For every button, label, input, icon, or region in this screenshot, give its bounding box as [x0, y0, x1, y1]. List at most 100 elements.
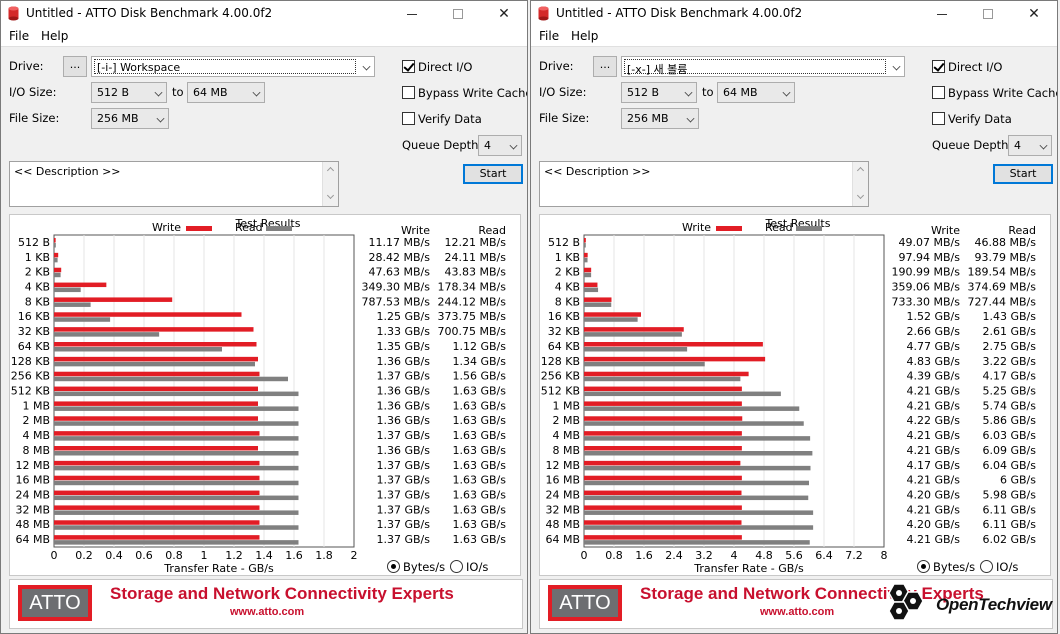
menu-help[interactable]: Help — [571, 29, 599, 43]
write-bar — [54, 386, 258, 392]
category-label: 48 MB — [545, 518, 580, 531]
write-bar — [584, 505, 742, 510]
category-label: 2 KB — [25, 266, 50, 279]
io-size-from-select[interactable]: 512 B — [91, 82, 167, 103]
read-value-label: 2.61 GB/s — [983, 325, 1037, 338]
close-button[interactable]: ✕ — [1011, 1, 1057, 27]
file-size-value: 256 MB — [97, 112, 139, 125]
maximize-button[interactable] — [435, 1, 481, 27]
start-button[interactable]: Start — [463, 164, 523, 184]
read-bar — [54, 317, 111, 322]
direct-io-checkbox[interactable] — [402, 60, 415, 73]
bypass-write-cache-checkbox[interactable] — [932, 86, 945, 99]
menu-help[interactable]: Help — [41, 29, 69, 43]
minimize-button[interactable] — [919, 1, 965, 27]
category-label: 2 MB — [552, 414, 580, 427]
write-bar — [54, 490, 260, 496]
read-value-label: 3.22 GB/s — [983, 355, 1037, 368]
x-tick-label: 1.2 — [225, 549, 243, 562]
atto-url[interactable]: www.atto.com — [230, 606, 305, 618]
write-value-label: 1.36 GB/s — [377, 399, 431, 412]
category-label: 16 KB — [18, 310, 50, 323]
write-bar — [584, 342, 763, 347]
description-scrollbar[interactable] — [322, 162, 338, 206]
verify-data-checkbox[interactable] — [932, 112, 945, 125]
menu-file[interactable]: File — [9, 29, 30, 43]
maximize-button[interactable] — [965, 1, 1011, 27]
read-value-label: 189.54 MB/s — [968, 266, 1037, 279]
verify-data-checkbox[interactable] — [402, 112, 415, 125]
x-tick-label: 0.2 — [75, 549, 93, 562]
read-bar — [584, 302, 612, 307]
scroll-up-icon — [856, 166, 865, 175]
direct-io-checkbox[interactable] — [932, 60, 945, 73]
io-size-to-select[interactable]: 64 MB — [187, 82, 265, 103]
title-bar[interactable]: Untitled - ATTO Disk Benchmark 4.00.0f2 … — [531, 1, 1057, 27]
read-bar — [584, 287, 599, 293]
write-value-label: 1.52 GB/s — [907, 310, 961, 323]
category-label: 512 B — [548, 236, 580, 249]
io-size-from-select[interactable]: 512 B — [621, 82, 697, 103]
bypass-write-cache-checkbox[interactable] — [402, 86, 415, 99]
write-bar — [584, 252, 588, 258]
title-bar[interactable]: Untitled - ATTO Disk Benchmark 4.00.0f2 … — [1, 1, 527, 27]
read-value-label: 1.63 GB/s — [453, 518, 507, 531]
file-size-select[interactable]: 256 MB — [91, 108, 169, 129]
x-tick-label: 0.4 — [105, 549, 123, 562]
start-button[interactable]: Start — [993, 164, 1053, 184]
atto-url[interactable]: www.atto.com — [760, 606, 835, 618]
write-bar — [584, 475, 742, 481]
file-size-select[interactable]: 256 MB — [621, 108, 699, 129]
category-label: 64 MB — [15, 533, 50, 546]
drive-select[interactable]: [-x-] 새 볼륨 — [621, 56, 905, 77]
write-bar — [584, 327, 684, 332]
read-bar — [584, 317, 638, 322]
description-box[interactable]: << Description >> — [539, 161, 869, 207]
write-value-label: 4.83 GB/s — [907, 355, 961, 368]
browse-button[interactable]: ... — [593, 56, 617, 77]
description-scrollbar[interactable] — [852, 162, 868, 206]
menu-file[interactable]: File — [539, 29, 560, 43]
write-bar — [584, 356, 766, 362]
queue-depth-value: 4 — [1014, 139, 1021, 152]
read-value-label: 373.75 MB/s — [438, 310, 507, 323]
write-value-label: 1.37 GB/s — [377, 518, 431, 531]
write-bar — [584, 238, 586, 243]
atto-logo-text: ATTO — [22, 589, 88, 617]
read-value-label: 6 GB/s — [1000, 474, 1036, 487]
category-label: 1 MB — [22, 399, 50, 412]
bytes-per-sec-radio[interactable] — [387, 560, 400, 573]
io-size-to-value: 64 MB — [723, 86, 758, 99]
write-value-label: 49.07 MB/s — [899, 236, 961, 249]
bytes-per-sec-radio[interactable] — [917, 560, 930, 573]
queue-depth-select[interactable]: 4 — [478, 135, 522, 156]
queue-depth-select[interactable]: 4 — [1008, 135, 1052, 156]
read-bar — [54, 332, 160, 337]
window-title: Untitled - ATTO Disk Benchmark 4.00.0f2 — [26, 6, 273, 20]
x-axis-title: Transfer Rate - GB/s — [693, 562, 804, 575]
read-bar — [54, 495, 299, 501]
io-size-from-value: 512 B — [627, 86, 660, 99]
read-value-label: 43.83 MB/s — [445, 266, 507, 279]
bytes-per-sec-label: Bytes/s — [933, 560, 976, 574]
io-per-sec-radio[interactable] — [450, 560, 463, 573]
menu-bar: File Help — [531, 27, 1057, 47]
browse-button[interactable]: ... — [63, 56, 87, 77]
scroll-up-icon — [326, 166, 335, 175]
io-per-sec-label: IO/s — [996, 560, 1019, 574]
read-value-label: 4.17 GB/s — [983, 370, 1037, 383]
write-bar — [584, 460, 741, 466]
read-value-label: 6.02 GB/s — [983, 533, 1037, 546]
write-value-label: 190.99 MB/s — [892, 266, 961, 279]
io-size-to-select[interactable]: 64 MB — [717, 82, 795, 103]
description-box[interactable]: << Description >> — [9, 161, 339, 207]
io-per-sec-radio[interactable] — [980, 560, 993, 573]
close-icon: ✕ — [498, 6, 510, 22]
minimize-button[interactable] — [389, 1, 435, 27]
drive-select[interactable]: [-i-] Workspace — [91, 56, 375, 77]
write-value-label: 4.77 GB/s — [907, 340, 961, 353]
atto-banner[interactable]: ATTO Storage and Network Connectivity Ex… — [9, 579, 523, 629]
maximize-icon — [983, 9, 993, 19]
close-button[interactable]: ✕ — [481, 1, 527, 27]
